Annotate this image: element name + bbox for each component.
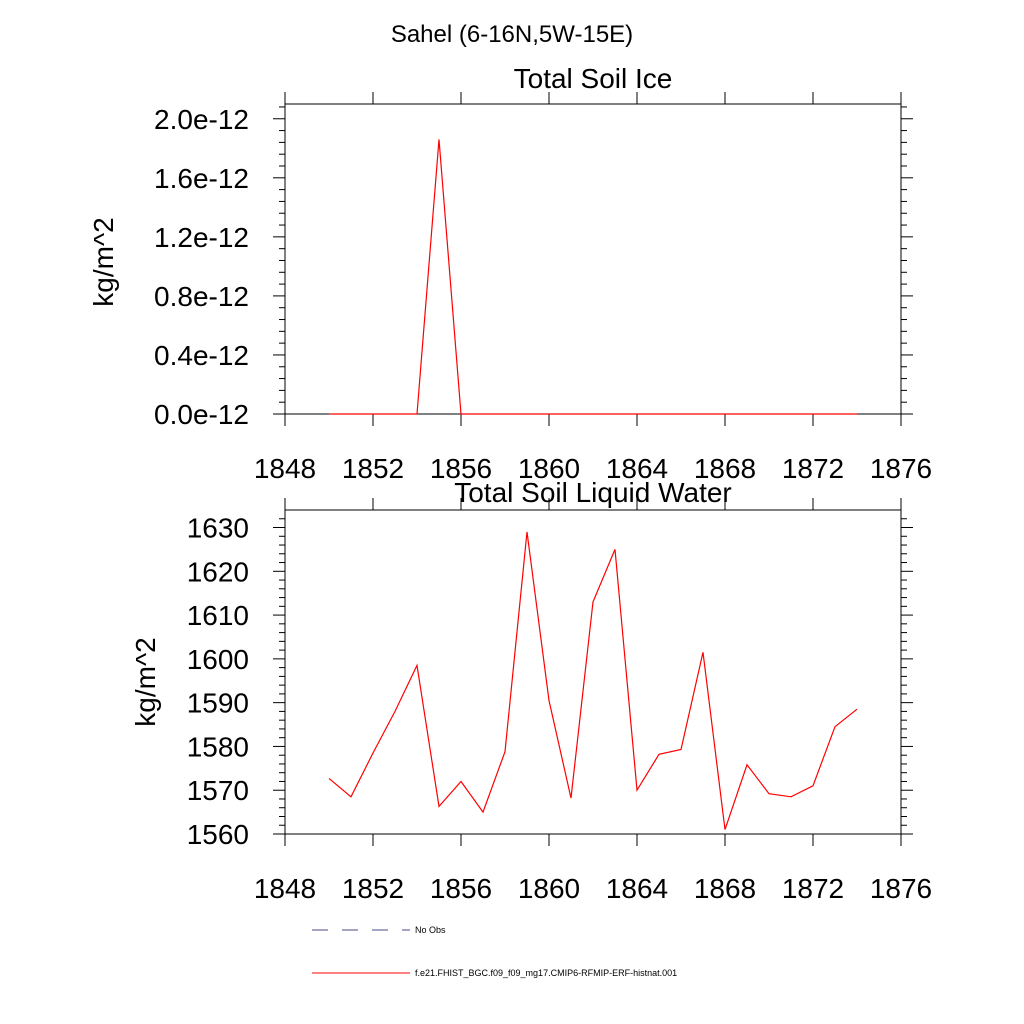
chart-title: Total Soil Liquid Water xyxy=(454,477,732,508)
y-tick-label: 1600 xyxy=(187,644,249,675)
panel-total-soil-ice: Total Soil Ice kg/m^2 1848 1852 1856 1860 1864… xyxy=(88,63,932,484)
x-tick-label: 1864 xyxy=(606,453,668,484)
x-tick-label: 1860 xyxy=(518,453,580,484)
x-tick-label: 1876 xyxy=(870,873,932,904)
plot-frame xyxy=(284,509,902,835)
y-tick-label: 1570 xyxy=(187,775,249,806)
y-tick-label: 1.6e-12 xyxy=(154,163,249,194)
y-axis-label: kg/m^2 xyxy=(130,637,161,726)
y-tick-label: 1580 xyxy=(187,731,249,762)
x-tick-label: 1872 xyxy=(782,873,844,904)
y-tick-label: 0.8e-12 xyxy=(154,281,249,312)
legend-label: f.e21.FHIST_BGC.f09_f09_mg17.CMIP6-RFMIP… xyxy=(415,968,677,978)
legend: No Obs f.e21.FHIST_BGC.f09_f09_mg17.CMIP6… xyxy=(312,925,677,978)
y-tick-label: 2.0e-12 xyxy=(154,104,249,135)
x-tick-label: 1852 xyxy=(342,873,404,904)
panel-total-soil-liquid-water: Total Soil Liquid Water kg/m^2 1848 1852 185… xyxy=(130,477,932,904)
chart-title: Total Soil Ice xyxy=(514,63,673,94)
x-tick-label: 1848 xyxy=(254,873,316,904)
x-tick-label: 1876 xyxy=(870,453,932,484)
y-tick-label: 1.2e-12 xyxy=(154,222,249,253)
y-tick-label: 1610 xyxy=(187,600,249,631)
series-line xyxy=(329,139,857,415)
x-tick-label: 1856 xyxy=(430,873,492,904)
x-tick-label: 1868 xyxy=(694,873,756,904)
y-tick-label: 1630 xyxy=(187,513,249,544)
x-tick-label: 1848 xyxy=(254,453,316,484)
x-tick-label: 1856 xyxy=(430,453,492,484)
legend-label: No Obs xyxy=(415,925,446,935)
y-tick-label: 0.0e-12 xyxy=(154,399,249,430)
y-tick-label: 1560 xyxy=(187,819,249,850)
plot-frame xyxy=(284,103,902,415)
x-tick-label: 1852 xyxy=(342,453,404,484)
series-line xyxy=(328,531,858,830)
x-tick-label: 1872 xyxy=(782,453,844,484)
y-tick-label: 0.4e-12 xyxy=(154,340,249,371)
y-axis-label: kg/m^2 xyxy=(88,217,119,306)
y-tick-label: 1620 xyxy=(187,556,249,587)
figure-title: Sahel (6-16N,5W-15E) xyxy=(391,21,633,48)
x-tick-label: 1864 xyxy=(606,873,668,904)
x-tick-label: 1860 xyxy=(518,873,580,904)
y-tick-label: 1590 xyxy=(187,688,249,719)
x-tick-label: 1868 xyxy=(694,453,756,484)
